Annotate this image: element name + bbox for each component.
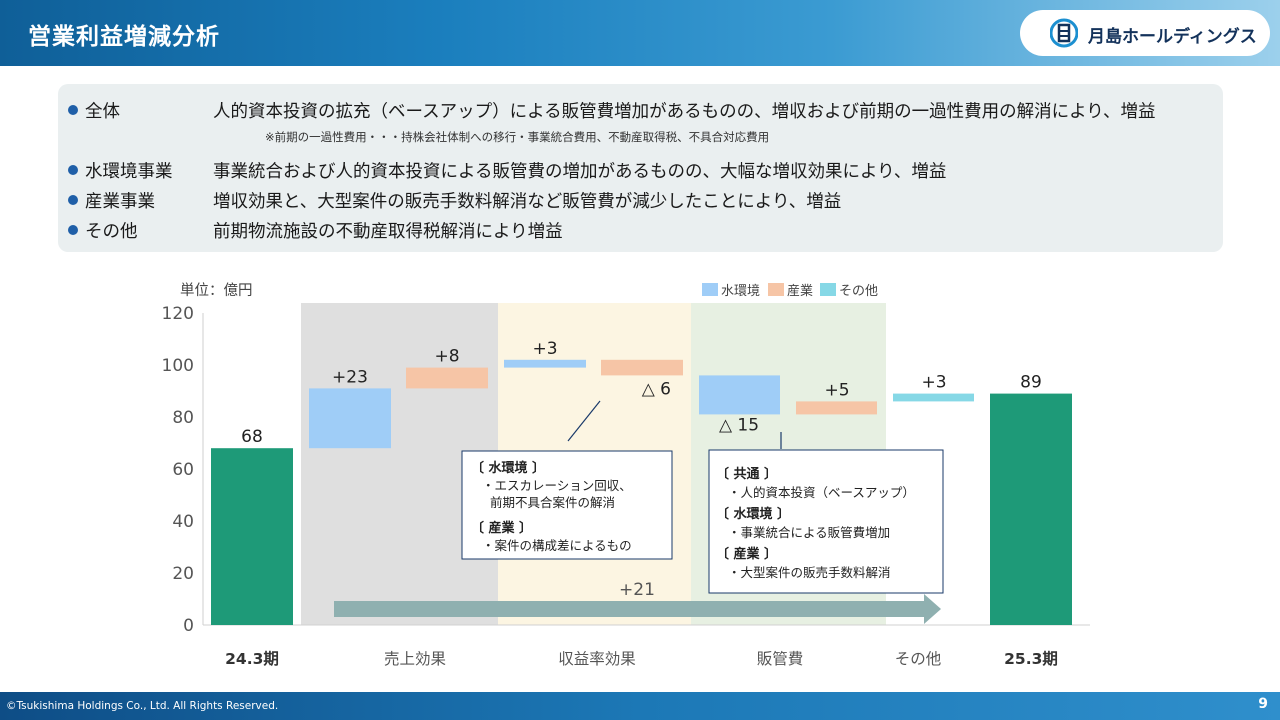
total-change-label: +21 (619, 580, 655, 600)
category-label: 販管費 (757, 650, 804, 668)
summary-label: 産業事業 (85, 192, 155, 212)
bullet-icon (68, 105, 78, 115)
category-label: 25.3期 (1004, 649, 1058, 668)
callout-text: ・人的資本投資（ベースアップ） (728, 485, 915, 500)
bar-total (990, 393, 1072, 625)
category-label: 売上効果 (384, 650, 446, 668)
summary-text: 事業統合および人的資本投資による販管費の増加があるものの、大幅な増収効果により、… (213, 162, 947, 182)
summary-label: 全体 (85, 102, 120, 122)
bar-水環境 (309, 388, 391, 449)
data-label: +8 (434, 347, 459, 367)
summary-text: 人的資本投資の拡充（ベースアップ）による販管費増加があるものの、増収および前期の… (213, 102, 1156, 122)
bar-産業 (796, 401, 877, 415)
y-tick-label: 20 (172, 564, 194, 584)
category-label: その他 (895, 650, 942, 668)
summary-footnote: ※前期の一過性費用・・・持株会社体制への移行・事業統合費用、不動産取得税、不具合… (265, 130, 770, 144)
bar-その他 (893, 393, 974, 402)
total-change-arrow-shaft (334, 601, 926, 617)
callout-text: ・エスカレーション回収、 (482, 478, 632, 493)
y-tick-label: 120 (162, 304, 194, 324)
category-label: 収益率効果 (558, 650, 636, 668)
data-label: 68 (241, 427, 263, 447)
summary-text: 増収効果と、大型案件の販売手数料解消など販管費が減少したことにより、増益 (213, 192, 842, 212)
bar-産業 (601, 359, 683, 376)
callout-heading: 〔 産業 〕 (471, 520, 532, 536)
y-tick-label: 0 (183, 616, 194, 636)
summary-label: その他 (85, 222, 138, 242)
unit-label: 単位：億円 (180, 282, 253, 299)
data-label: △ 6 (642, 379, 671, 399)
company-name: 月島ホールディングス (1088, 27, 1257, 47)
legend-swatch (820, 283, 836, 296)
callout-box-profit-rate (461, 450, 673, 560)
page-number: 9 (1258, 696, 1268, 712)
callout-text: ・案件の構成差によるもの (482, 538, 632, 553)
callout-box-sga (708, 449, 944, 594)
header-bar: 営業利益増減分析 月島ホールディングス (0, 0, 1280, 66)
legend-label: その他 (839, 284, 878, 299)
copyright-text: ©Tsukishima Holdings Co., Ltd. All Right… (6, 700, 279, 712)
legend-swatch (768, 283, 784, 296)
summary-panel: 全体 人的資本投資の拡充（ベースアップ）による販管費増加があるものの、増収および… (58, 84, 1223, 252)
legend-label: 産業 (787, 283, 813, 299)
callout-leader-line (567, 400, 601, 442)
y-tick-label: 100 (162, 356, 194, 376)
data-label: +23 (332, 367, 368, 387)
callout-text: ・大型案件の販売手数料解消 (728, 565, 891, 580)
y-tick-label: 40 (172, 512, 194, 532)
callout-heading: 〔 共通 〕 (716, 466, 777, 482)
y-tick-label: 80 (172, 408, 194, 428)
callout-heading: 〔 水環境 〕 (471, 460, 545, 476)
category-label: 24.3期 (225, 649, 279, 668)
total-change-arrow-head (924, 594, 941, 624)
company-logo: 月島ホールディングス (1020, 10, 1270, 56)
data-label: +3 (921, 373, 946, 393)
data-label: +3 (532, 339, 557, 359)
callout-heading: 〔 水環境 〕 (716, 506, 790, 522)
summary-text: 前期物流施設の不動産取得税解消により増益 (213, 222, 563, 242)
bullet-icon (68, 195, 78, 205)
callout-text: 前期不具合案件の解消 (490, 495, 615, 510)
bullet-icon (68, 165, 78, 175)
legend-swatch (702, 283, 718, 296)
data-label: 89 (1020, 373, 1042, 393)
bar-水環境 (504, 359, 586, 368)
data-label: +5 (824, 380, 849, 400)
bullet-icon (68, 225, 78, 235)
data-label: △ 15 (719, 415, 759, 435)
company-logo-icon (1050, 18, 1078, 48)
y-tick-label: 60 (172, 460, 194, 480)
legend-label: 水環境 (721, 284, 760, 299)
callout-heading: 〔 産業 〕 (716, 546, 777, 562)
bar-産業 (406, 367, 488, 389)
page-title: 営業利益増減分析 (28, 24, 220, 50)
bar-水環境 (699, 375, 780, 415)
bar-total (211, 448, 293, 625)
footer-bar: ©Tsukishima Holdings Co., Ltd. All Right… (0, 692, 1280, 720)
summary-label: 水環境事業 (85, 162, 173, 182)
callout-text: ・事業統合による販管費増加 (728, 525, 890, 540)
